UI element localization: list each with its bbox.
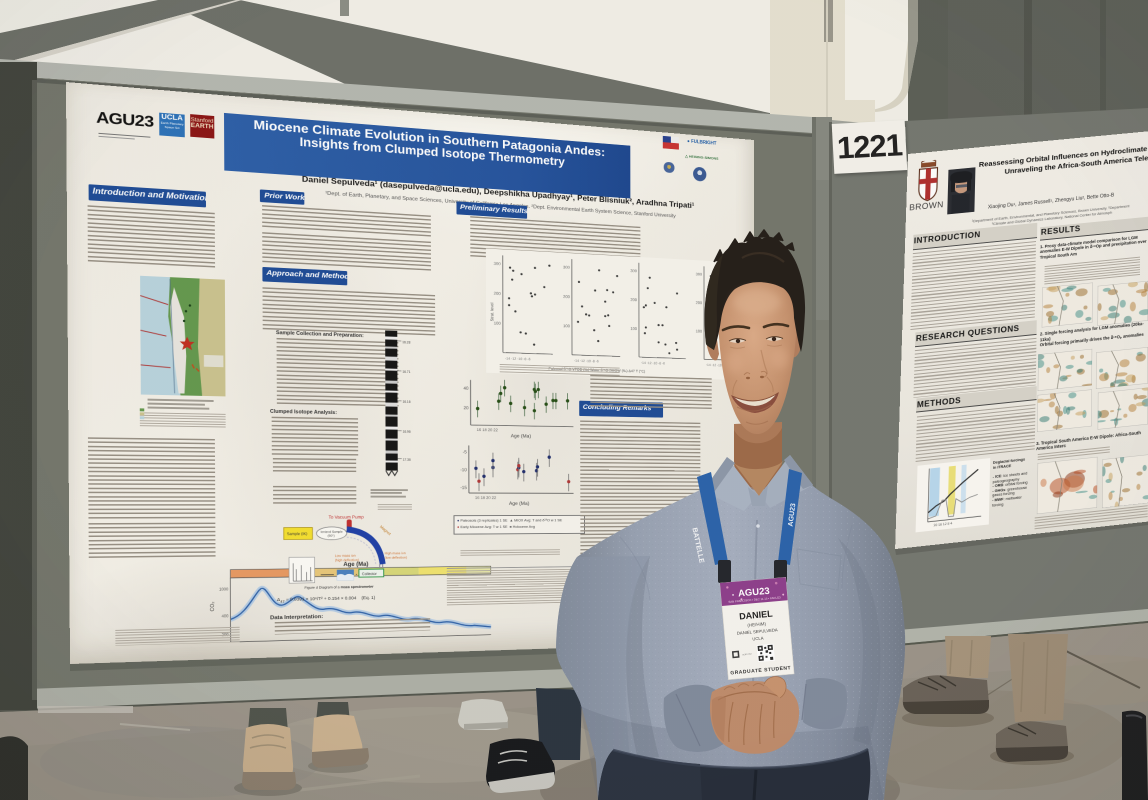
svg-text:200: 200 — [631, 297, 638, 302]
svg-text:300: 300 — [494, 261, 501, 266]
svg-text:100: 100 — [494, 321, 501, 326]
svg-text:-10: -10 — [460, 468, 467, 473]
svg-text:(HE/HIM): (HE/HIM) — [747, 621, 767, 628]
svg-text:16.71: 16.71 — [402, 370, 410, 374]
svg-text:DANIEL SEPULVEDA: DANIEL SEPULVEDA — [737, 627, 778, 636]
svg-text:-14 -12 -10 -8 -6: -14 -12 -10 -8 -6 — [505, 356, 531, 361]
svg-text:Figure 4 Diagram of a mass sp: Figure 4 Diagram of a mass spectrometer — [305, 584, 374, 590]
svg-text:20 16 12 8 4: 20 16 12 8 4 — [933, 521, 952, 527]
svg-text:Age (Ma): Age (Ma) — [509, 501, 529, 506]
svg-text:-14 -12 -10 -8 -6: -14 -12 -10 -8 -6 — [574, 358, 599, 363]
svg-text:BROWN: BROWN — [909, 199, 944, 212]
svg-text:40: 40 — [463, 386, 468, 391]
svg-text:(low deflection): (low deflection) — [385, 556, 408, 560]
svg-text:1000: 1000 — [219, 586, 229, 591]
svg-text:UCLA: UCLA — [752, 635, 764, 641]
svg-text:CO₂: CO₂ — [210, 601, 216, 611]
svg-text:AGU23: AGU23 — [738, 586, 771, 600]
svg-text:DANIEL: DANIEL — [739, 609, 774, 622]
svg-text:scan me: scan me — [742, 653, 752, 657]
svg-text:-14 -12 -10 -8 -6: -14 -12 -10 -8 -6 — [641, 360, 666, 365]
svg-text:GRADUATE STUDENT: GRADUATE STUDENT — [730, 665, 791, 676]
svg-text:300: 300 — [631, 268, 638, 273]
svg-text:High mass ion: High mass ion — [385, 552, 406, 556]
svg-text:17.36: 17.36 — [403, 458, 411, 462]
svg-text:20: 20 — [463, 405, 468, 410]
svg-text:300: 300 — [696, 272, 703, 277]
svg-text:Age (Ma): Age (Ma) — [511, 434, 531, 439]
svg-text:Ionized Sample: Ionized Sample — [321, 530, 343, 534]
svg-text:100: 100 — [563, 323, 570, 328]
svg-text:16.96: 16.96 — [403, 430, 411, 434]
svg-text:AGU23: AGU23 — [788, 503, 798, 527]
svg-text:(90°): (90°) — [328, 534, 335, 538]
svg-text:Strat. level: Strat. level — [490, 302, 495, 321]
svg-text:16 18 20 22: 16 18 20 22 — [475, 495, 497, 499]
svg-text:Low mass ion: Low mass ion — [335, 554, 356, 558]
svg-text:Age (Ma): Age (Ma) — [343, 561, 368, 568]
svg-text:SAN FRANCISCO • DEC 11-15 • #A: SAN FRANCISCO • DEC 11-15 • #AGU23 — [728, 595, 781, 604]
svg-text:100: 100 — [631, 326, 638, 331]
svg-text:-15: -15 — [460, 485, 467, 490]
svg-text:16 18 20 22: 16 18 20 22 — [477, 427, 499, 432]
svg-text:Sample (IK): Sample (IK) — [287, 532, 308, 537]
svg-text:(high deflection): (high deflection) — [335, 559, 360, 563]
svg-text:-14 -12 -10 -8 -6: -14 -12 -10 -8 -6 — [706, 362, 730, 367]
svg-text:300: 300 — [563, 265, 570, 270]
svg-text:100: 100 — [696, 329, 703, 334]
svg-text:Collector: Collector — [362, 572, 377, 577]
svg-text:-5: -5 — [462, 450, 466, 455]
svg-text:200: 200 — [696, 300, 703, 305]
svg-text:16.16: 16.16 — [402, 400, 410, 404]
svg-text:16.28: 16.28 — [402, 340, 410, 344]
svg-text:200: 200 — [563, 294, 570, 299]
svg-text:400: 400 — [222, 613, 229, 618]
svg-text:To Vacuum Pump: To Vacuum Pump — [329, 515, 364, 520]
svg-text:200: 200 — [494, 291, 501, 296]
